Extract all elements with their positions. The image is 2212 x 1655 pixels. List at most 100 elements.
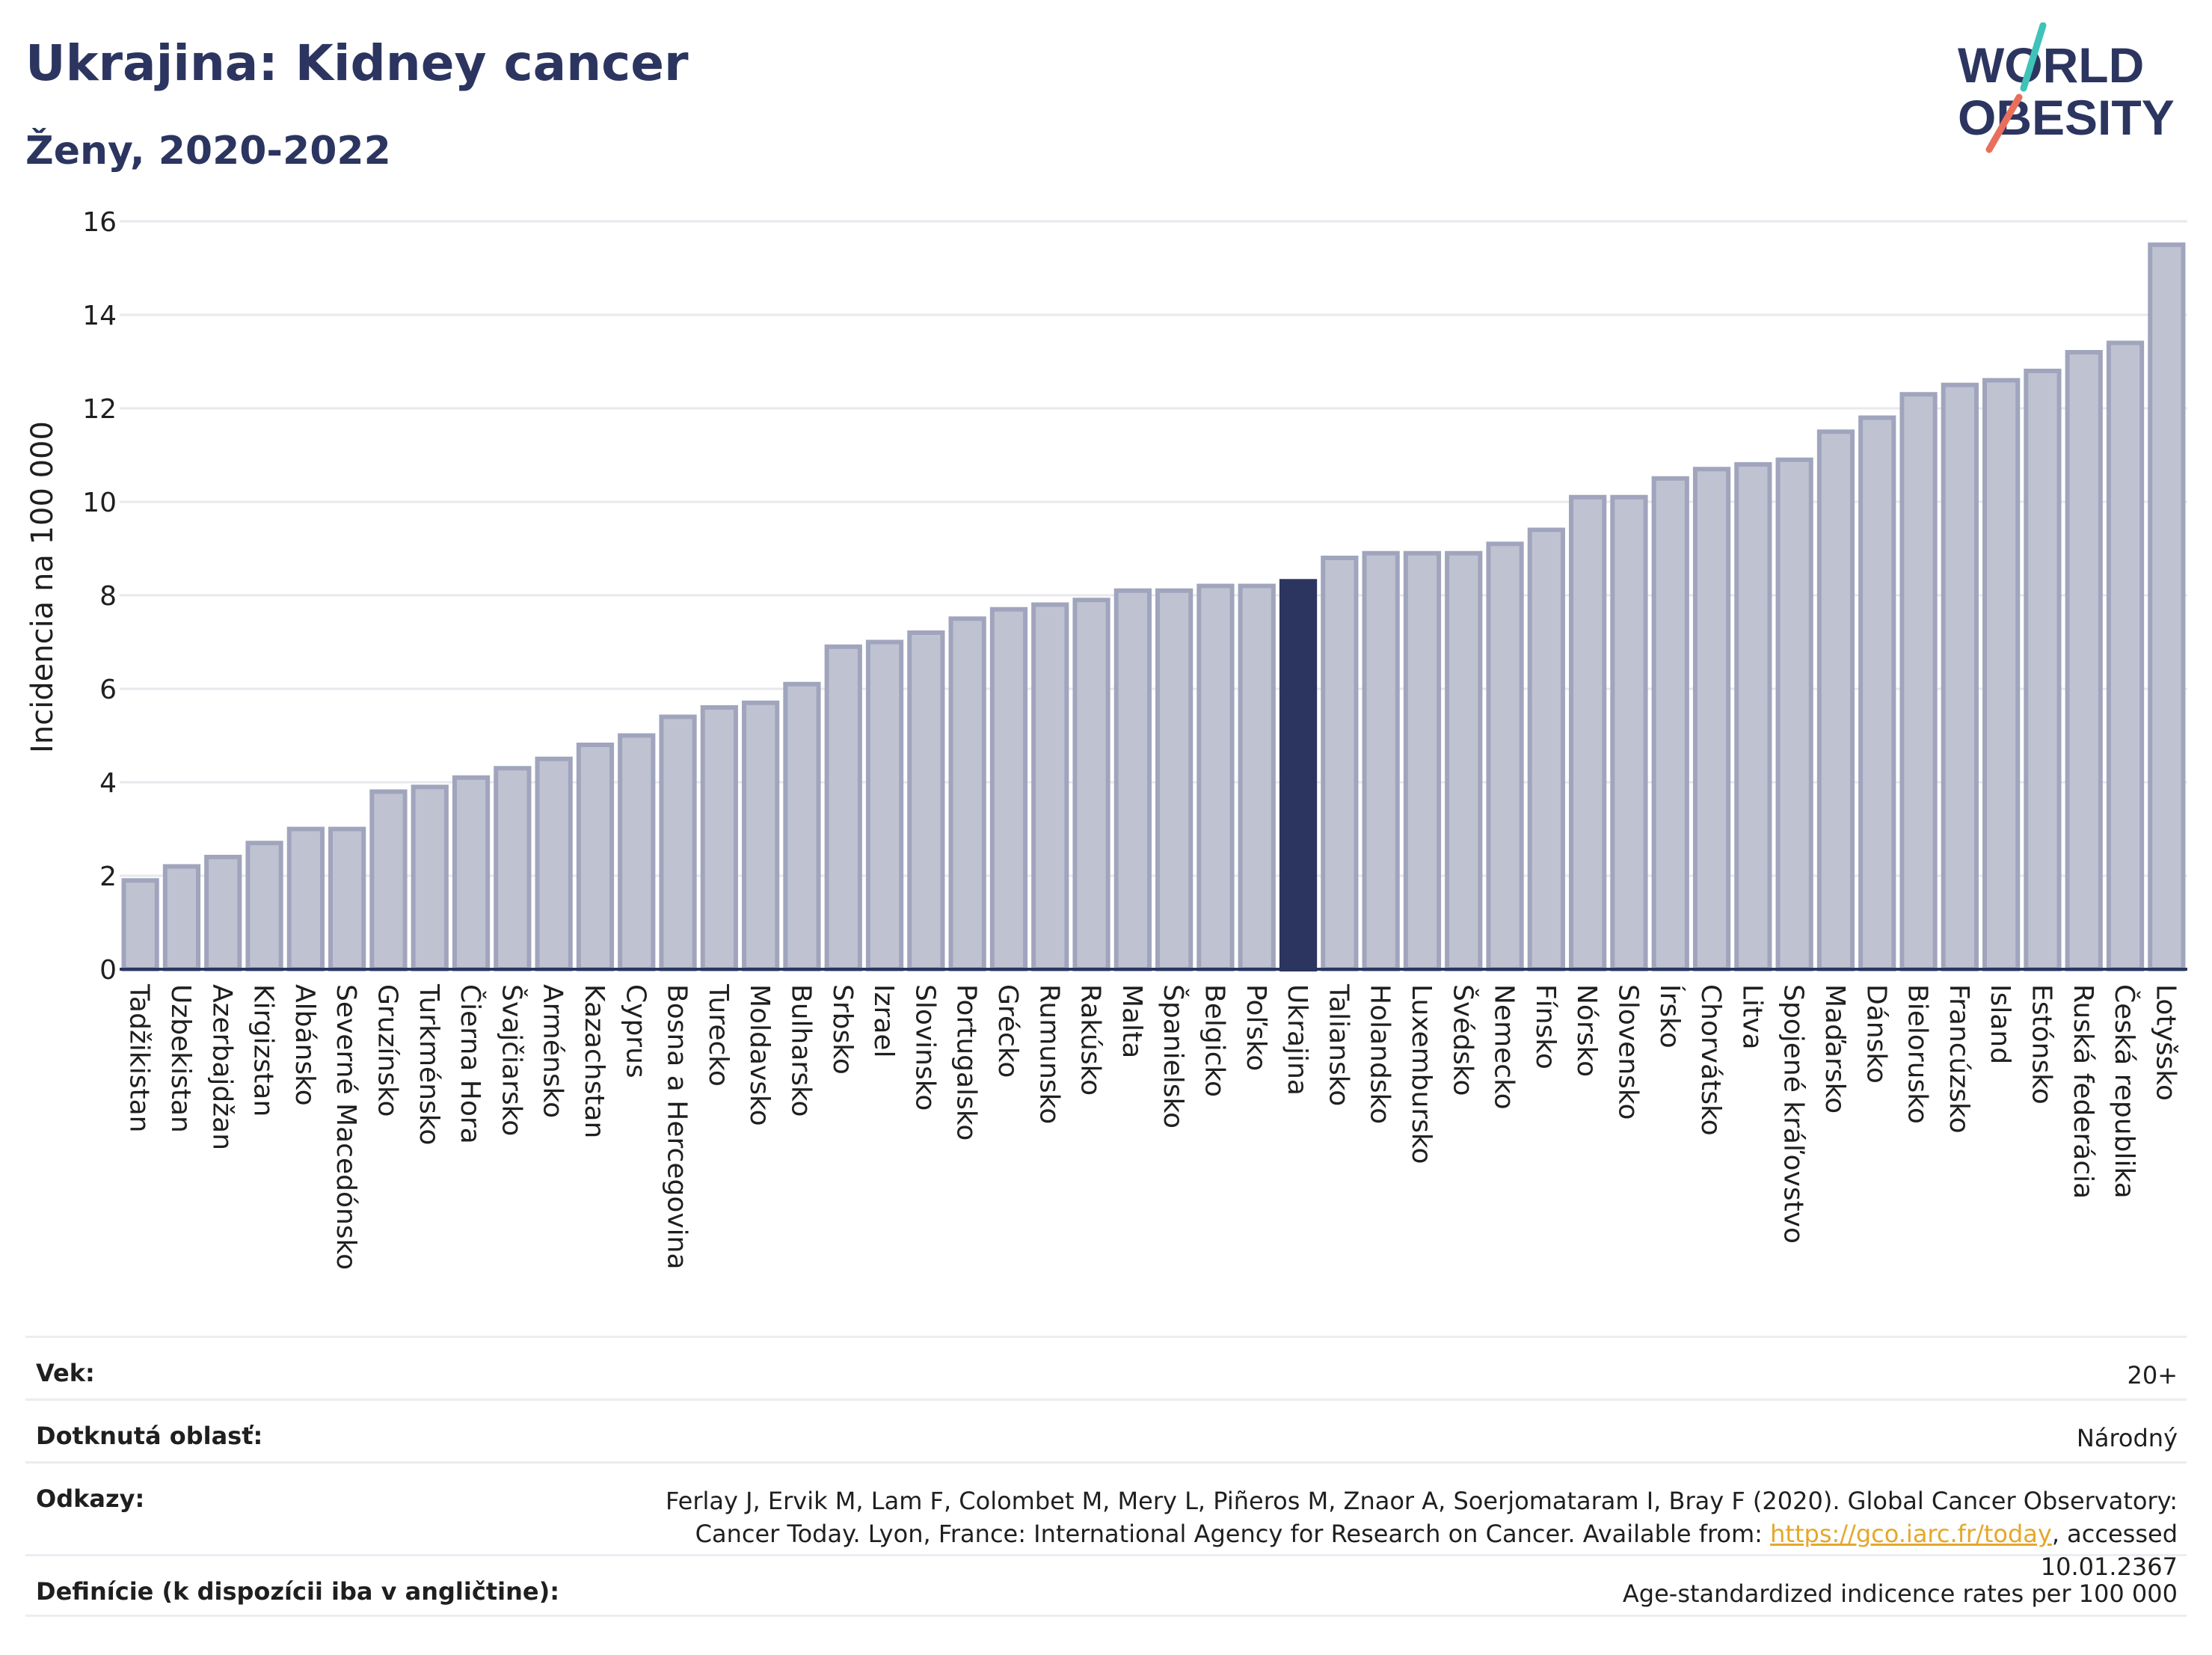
x-tick-label: Litva xyxy=(1736,984,1767,1050)
x-tick-label: Severné Macedónsko xyxy=(331,984,361,1270)
bar-18 xyxy=(865,639,904,971)
bar-4 xyxy=(286,826,325,971)
info-row-definitions: Definície (k dispozícii iba v angličtine… xyxy=(25,1554,2187,1617)
x-tick-label: Gruzínsko xyxy=(372,984,402,1117)
y-tick-label: 6 xyxy=(99,675,117,705)
x-tick-label: Kirgizstan xyxy=(248,984,279,1117)
y-tick-label: 8 xyxy=(99,581,117,612)
reference-suffix: , accessed 10.01.2367 xyxy=(2040,1520,2178,1581)
x-tick-label: Kazachstan xyxy=(579,984,609,1138)
page-title: Ukrajina: Kidney cancer xyxy=(25,34,689,92)
bar-0 xyxy=(121,878,159,971)
x-tick-label: Moldavsko xyxy=(744,984,775,1126)
bar-6 xyxy=(369,789,408,971)
bar-29 xyxy=(1321,556,1359,971)
x-tick-label: Albánsko xyxy=(289,984,320,1106)
bar-21 xyxy=(989,607,1028,971)
x-tick-labels: Tadžikistan Uzbekistan Azerbajdžan Kirgizst… xyxy=(124,983,2181,1270)
info-row-references: Odkazy: Ferlay J, Ervik M, Lam F, Colomb… xyxy=(25,1461,2187,1581)
x-tick-label: Lotyšsko xyxy=(2150,984,2181,1101)
bar-31 xyxy=(1403,550,1442,971)
x-tick-label: Rumunsko xyxy=(1033,984,1064,1124)
bar-23 xyxy=(1072,598,1110,971)
bar-7 xyxy=(411,784,449,971)
bar-5 xyxy=(328,826,366,971)
x-tick-label: Fínsko xyxy=(1530,984,1561,1069)
bar-32 xyxy=(1445,550,1483,971)
bar-38 xyxy=(1692,467,1731,971)
bar-25 xyxy=(1155,588,1193,971)
y-axis-title: Incidencia na 100 000 xyxy=(25,421,60,753)
x-tick-label: Ukrajina xyxy=(1282,984,1312,1096)
logo-line1: WORLD xyxy=(1958,37,2144,93)
x-tick-label: Luxembursko xyxy=(1406,984,1437,1164)
x-tick-label: Uzbekistan xyxy=(165,984,196,1133)
x-tick-label: Portugalsko xyxy=(951,984,982,1140)
x-tick-label: Arménsko xyxy=(538,984,568,1118)
x-tick-label: Slovensko xyxy=(1612,984,1643,1120)
bar-3 xyxy=(245,841,283,971)
y-tick-label: 10 xyxy=(82,488,117,518)
x-tick-label: Česká republika xyxy=(2109,984,2140,1199)
bar-28 xyxy=(1279,579,1318,971)
x-tick-label: Nórsko xyxy=(1571,984,1602,1077)
page-subtitle: Ženy, 2020-2022 xyxy=(25,129,391,174)
bar-17 xyxy=(824,644,862,971)
bar-2 xyxy=(204,855,242,971)
info-label-definitions: Definície (k dispozícii iba v angličtine… xyxy=(36,1577,559,1606)
bar-19 xyxy=(907,630,945,971)
info-row-age: Vek: 20+ xyxy=(25,1336,2187,1398)
x-tick-label: Rakúsko xyxy=(1075,984,1106,1096)
bar-35 xyxy=(1569,494,1607,971)
bar-46 xyxy=(2024,369,2062,971)
x-tick-label: Taliansko xyxy=(1323,983,1354,1106)
bar-27 xyxy=(1238,583,1276,971)
x-tick-label: Azerbajdžan xyxy=(206,984,237,1150)
x-tick-label: Tadžikistan xyxy=(124,983,155,1132)
y-tick-labels: 0 2 4 6 8 10 12 14 16 xyxy=(82,207,117,986)
bar-10 xyxy=(535,756,573,971)
x-tick-label: Švajčiarsko xyxy=(496,984,527,1136)
reference-link[interactable]: https://gco.iarc.fr/today xyxy=(1770,1520,2052,1548)
bar-30 xyxy=(1362,550,1400,971)
x-tick-label: Írsko xyxy=(1654,984,1686,1048)
x-tick-label: Izrael xyxy=(868,984,899,1058)
x-tick-label: Čierna Hora xyxy=(455,984,486,1144)
bar-8 xyxy=(452,775,491,971)
x-tick-label: Bielorusko xyxy=(1902,984,1933,1124)
bar-14 xyxy=(700,705,738,971)
x-tick-label: Poľsko xyxy=(1241,984,1271,1071)
x-tick-label: Cyprus xyxy=(620,984,651,1078)
info-value-age: 20+ xyxy=(2127,1361,2178,1390)
bars xyxy=(121,242,2186,971)
info-label-age: Vek: xyxy=(36,1359,95,1387)
bar-47 xyxy=(2065,350,2103,971)
bar-33 xyxy=(1486,541,1524,971)
bar-11 xyxy=(576,743,615,971)
bar-40 xyxy=(1775,457,1813,971)
x-tick-label: Malta xyxy=(1116,984,1147,1058)
x-tick-label: Spojené kráľovstvo xyxy=(1778,984,1809,1244)
x-tick-label: Maďarsko xyxy=(1819,984,1850,1114)
bar-chart: 0 2 4 6 8 10 12 14 16 Tadžikistan Uzbekistan Azerb… xyxy=(25,207,2187,1270)
x-tick-label: Chorvátsko xyxy=(1695,984,1726,1136)
bar-48 xyxy=(2106,340,2145,971)
info-row-area: Dotknutá oblasť: Národný xyxy=(25,1398,2187,1461)
bar-41 xyxy=(1816,429,1855,971)
bar-12 xyxy=(618,733,656,971)
x-tick-label: Belgicko xyxy=(1199,984,1229,1097)
bar-34 xyxy=(1527,527,1565,971)
info-value-area: Národný xyxy=(2076,1424,2178,1452)
y-tick-label: 14 xyxy=(82,301,117,331)
y-tick-label: 16 xyxy=(82,207,117,238)
bar-36 xyxy=(1610,494,1648,971)
info-label-area: Dotknutá oblasť: xyxy=(36,1422,263,1450)
x-tick-label: Francúzsko xyxy=(1944,984,1974,1134)
bar-24 xyxy=(1113,588,1152,971)
x-tick-label: Turkménsko xyxy=(414,983,444,1145)
bar-39 xyxy=(1734,462,1772,971)
x-tick-label: Ruská federácia xyxy=(2068,984,2098,1199)
x-tick-label: Holandsko xyxy=(1365,984,1395,1124)
x-tick-label: Srbsko xyxy=(827,984,858,1075)
bar-16 xyxy=(783,681,821,971)
